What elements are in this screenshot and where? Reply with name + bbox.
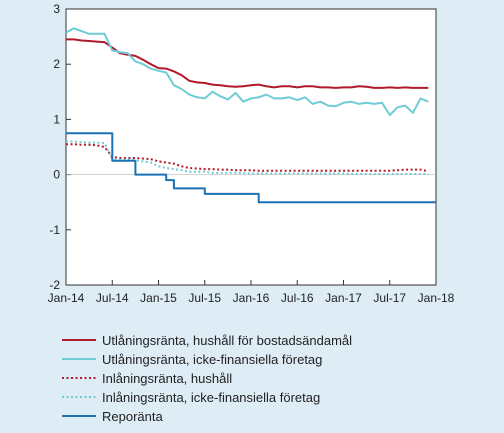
legend-label-reporanta: Reporänta <box>102 409 163 424</box>
y-tick-label: 1 <box>53 112 60 126</box>
y-tick-label: 0 <box>53 168 60 182</box>
legend-label-utlaningsranta-hushall-for-bostadsandamal: Utlåningsränta, hushåll för bostadsändam… <box>102 333 352 348</box>
x-tick-label: Jan-14 <box>48 291 85 305</box>
x-tick-label: Jul-17 <box>373 291 406 305</box>
legend: Utlåningsränta, hushåll för bostadsändam… <box>62 333 352 424</box>
series-line-reporanta <box>66 132 436 204</box>
y-tick-label: -1 <box>49 223 60 237</box>
y-tick-label: 2 <box>53 57 60 71</box>
y-tick-label: -2 <box>49 278 60 292</box>
x-tick-label: Jan-16 <box>233 291 270 305</box>
x-tick-label: Jul-16 <box>281 291 314 305</box>
x-tick-label: Jul-15 <box>188 291 221 305</box>
y-tick-label: 3 <box>53 2 60 16</box>
x-tick-label: Jul-14 <box>96 291 129 305</box>
series-line-utlaningsranta-hushall-for-bostadsandamal <box>66 38 429 89</box>
x-tick-label: Jan-18 <box>418 291 455 305</box>
x-tick-label: Jan-17 <box>325 291 362 305</box>
legend-label-utlaningsranta-icke-finansiella-foretag: Utlåningsränta, icke-finansiella företag <box>102 352 322 367</box>
legend-label-inlaningsranta-icke-finansiella-foretag: Inlåningsränta, icke-finansiella företag <box>102 390 320 405</box>
plot-area <box>65 8 437 286</box>
x-tick-label: Jan-15 <box>140 291 177 305</box>
series-line-utlaningsranta-icke-finansiella-foretag <box>65 27 429 116</box>
legend-label-inlaningsranta-hushall: Inlåningsränta, hushåll <box>102 371 232 386</box>
